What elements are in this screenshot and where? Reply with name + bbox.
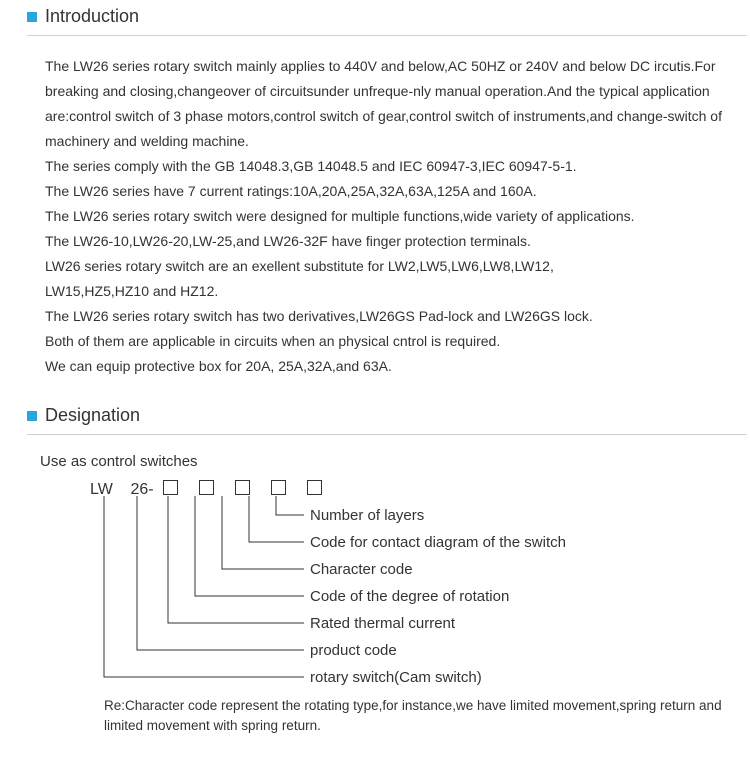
introduction-body: The LW26 series rotary switch mainly app… bbox=[0, 36, 750, 399]
designation-label: Code for contact diagram of the switch bbox=[310, 529, 566, 556]
section-header-introduction: Introduction bbox=[27, 0, 747, 36]
section-header-designation: Designation bbox=[27, 399, 747, 435]
intro-paragraph: LW15,HZ5,HZ10 and HZ12. bbox=[45, 283, 218, 299]
intro-paragraph: Both of them are applicable in circuits … bbox=[45, 333, 500, 349]
designation-subheading: Use as control switches bbox=[40, 453, 750, 470]
intro-paragraph: LW26 series rotary switch are an exellen… bbox=[45, 258, 554, 274]
intro-paragraph: The LW26-10,LW26-20,LW-25,and LW26-32F h… bbox=[45, 233, 531, 249]
designation-label: Number of layers bbox=[310, 502, 566, 529]
intro-paragraph: The LW26 series have 7 current ratings:1… bbox=[45, 183, 537, 199]
designation-labels: Number of layers Code for contact diagra… bbox=[310, 502, 566, 691]
bullet-square-icon bbox=[27, 411, 37, 421]
intro-paragraph: The LW26 series rotary switch were desig… bbox=[45, 208, 635, 224]
section-title: Introduction bbox=[45, 6, 139, 27]
intro-paragraph: The LW26 series rotary switch has two de… bbox=[45, 308, 593, 324]
intro-paragraph: We can equip protective box for 20A, 25A… bbox=[45, 358, 392, 374]
designation-label: rotary switch(Cam switch) bbox=[310, 664, 566, 691]
designation-note: Re:Character code represent the rotating… bbox=[104, 696, 730, 736]
section-title: Designation bbox=[45, 405, 140, 426]
designation-label: Rated thermal current bbox=[310, 610, 566, 637]
bullet-square-icon bbox=[27, 12, 37, 22]
intro-paragraph: The LW26 series rotary switch mainly app… bbox=[45, 58, 722, 149]
designation-label: Character code bbox=[310, 556, 566, 583]
designation-diagram: LW 26- Number of layers Code for contact… bbox=[90, 480, 710, 690]
designation-label: Code of the degree of rotation bbox=[310, 583, 566, 610]
intro-paragraph: The series comply with the GB 14048.3,GB… bbox=[45, 158, 577, 174]
designation-label: product code bbox=[310, 637, 566, 664]
